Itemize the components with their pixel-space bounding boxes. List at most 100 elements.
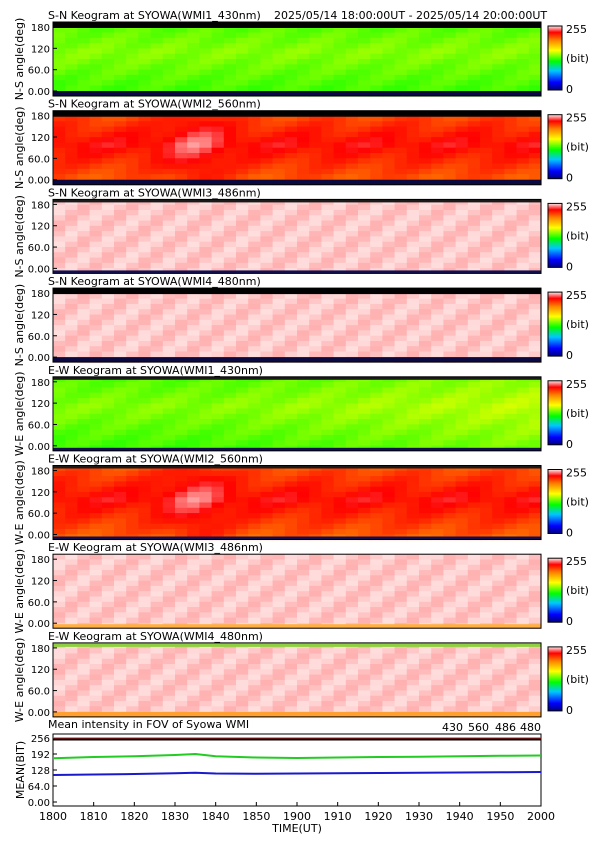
keogram-cell [223,596,237,603]
keogram-cell [65,403,78,410]
keogram-cell [504,59,518,65]
keogram-cell [309,351,322,358]
keogram-cell [443,585,457,592]
keogram-cell [272,80,286,87]
keogram-cell [89,37,103,44]
keogram-cell [211,612,225,619]
keogram-cell [455,408,469,415]
keogram-cell [480,257,493,264]
keogram-cell [345,126,359,133]
keogram-cell [504,585,518,592]
keogram-cell [345,319,359,326]
keogram-cell [321,397,335,404]
keogram-cell [492,392,505,399]
keogram-cell [114,43,127,50]
keogram-cell [419,690,432,697]
keogram-cell [89,236,103,243]
keogram-cell [138,601,152,608]
keogram-cell [297,486,310,493]
keogram-cell [187,43,200,50]
keogram-cell [223,37,237,44]
keogram-cell [492,126,505,133]
keogram-cell [101,513,115,519]
keogram-cell [358,413,371,420]
keogram-cell [126,481,139,488]
keogram-cell [480,612,493,619]
keogram-cell [211,559,225,566]
keogram-cell [370,617,383,624]
keogram-cell [65,617,78,624]
keogram-cell [504,64,518,71]
keogram-cell [443,434,457,441]
keogram-cell [223,298,237,305]
keogram-cell [431,575,444,582]
keogram-cell [272,419,286,425]
keogram-cell [284,575,298,582]
keogram-cell [516,319,530,326]
keogram-cell [394,575,408,582]
keogram-cell [150,168,164,175]
keogram-cell [77,209,91,216]
keogram-cell [370,648,383,655]
keogram-cell [101,685,115,692]
keogram-cell [187,215,200,222]
keogram-cell [150,225,164,232]
keogram-cell [419,518,432,525]
keogram-cell [284,74,298,81]
keogram-cell [77,158,91,165]
keogram-cell [321,142,335,149]
keogram-cell [77,413,91,420]
keogram-cell [199,298,213,305]
keogram-cell [394,434,408,441]
keogram-cell [187,434,200,441]
keogram-cell [504,575,518,582]
keogram-cell [101,252,115,259]
keogram-cell [187,27,200,34]
keogram-cell [480,580,493,587]
keogram-cell [467,85,481,92]
keogram-cell [248,601,261,608]
keogram-cell [297,220,310,227]
keogram-cell [406,303,420,310]
keogram-cell [528,679,542,686]
keogram-cell [101,220,115,227]
keogram-cell [101,330,115,337]
keogram-cell [126,392,139,399]
keogram-cell [236,575,249,582]
keogram-cell [236,74,249,81]
keogram-cell [77,664,91,670]
keogram-cell [382,152,396,159]
keogram-cell [223,147,237,154]
keogram-cell [53,257,66,264]
keogram-cell [370,612,383,619]
keogram-cell [187,685,200,692]
keogram-cell [504,220,518,227]
keogram-cell [223,648,237,655]
keogram-cell [53,246,66,253]
keogram-cell [138,706,152,713]
keogram-cell [138,163,152,170]
keogram-cell [260,564,274,571]
keogram-cell [114,298,127,305]
keogram-cell [504,559,518,566]
keogram-cell [528,115,542,122]
keogram-cell [187,413,200,420]
keogram-cell [126,502,139,509]
keogram-cell [175,309,188,316]
keogram-cell [516,513,530,519]
keogram-cell [162,513,176,519]
keogram-cell [101,434,115,441]
keogram-cell [358,215,371,222]
keogram-cell [492,690,505,697]
keogram-cell [419,424,432,431]
keogram-cell [309,387,322,394]
keogram-cell [150,564,164,571]
keogram-cell [272,476,286,482]
keogram-cell [419,486,432,493]
keogram-cell [309,174,322,181]
keogram-cell [89,486,103,493]
keogram-cell [345,27,359,34]
keogram-cell [248,215,261,222]
keogram-cell [89,523,103,530]
keogram-cell [114,507,127,514]
